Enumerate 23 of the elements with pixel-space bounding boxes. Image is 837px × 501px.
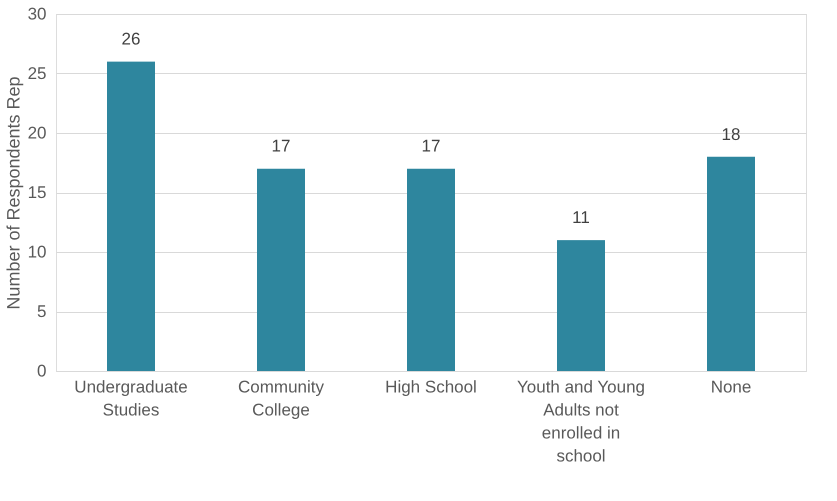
bar [557,240,605,371]
data-label: 17 [422,136,440,156]
data-label: 26 [122,30,140,49]
y-tick-label: 10 [28,242,46,262]
y-tick-label: 30 [28,4,46,24]
x-tick-label: Undergraduate Studies [74,378,188,420]
y-tick-label: 0 [37,362,46,380]
x-tick-label: High School [385,378,477,396]
y-tick-label: 5 [37,302,46,321]
data-label: 18 [722,124,740,144]
bar [257,168,305,371]
data-label: 11 [572,208,590,228]
y-tick-label: 15 [28,183,46,202]
x-tick-label: Youth and Young Adults not enrolled in school [517,378,645,466]
x-tick-label: None [710,378,752,396]
bar [407,168,455,371]
y-axis-title: Number of Respondents Rep [4,76,24,310]
y-tick-label: 20 [28,124,46,142]
y-tick-label: 25 [28,64,46,83]
bar [707,156,755,371]
x-tick-label: Community College [238,378,324,420]
data-label: 17 [272,136,290,156]
bar [107,62,155,371]
